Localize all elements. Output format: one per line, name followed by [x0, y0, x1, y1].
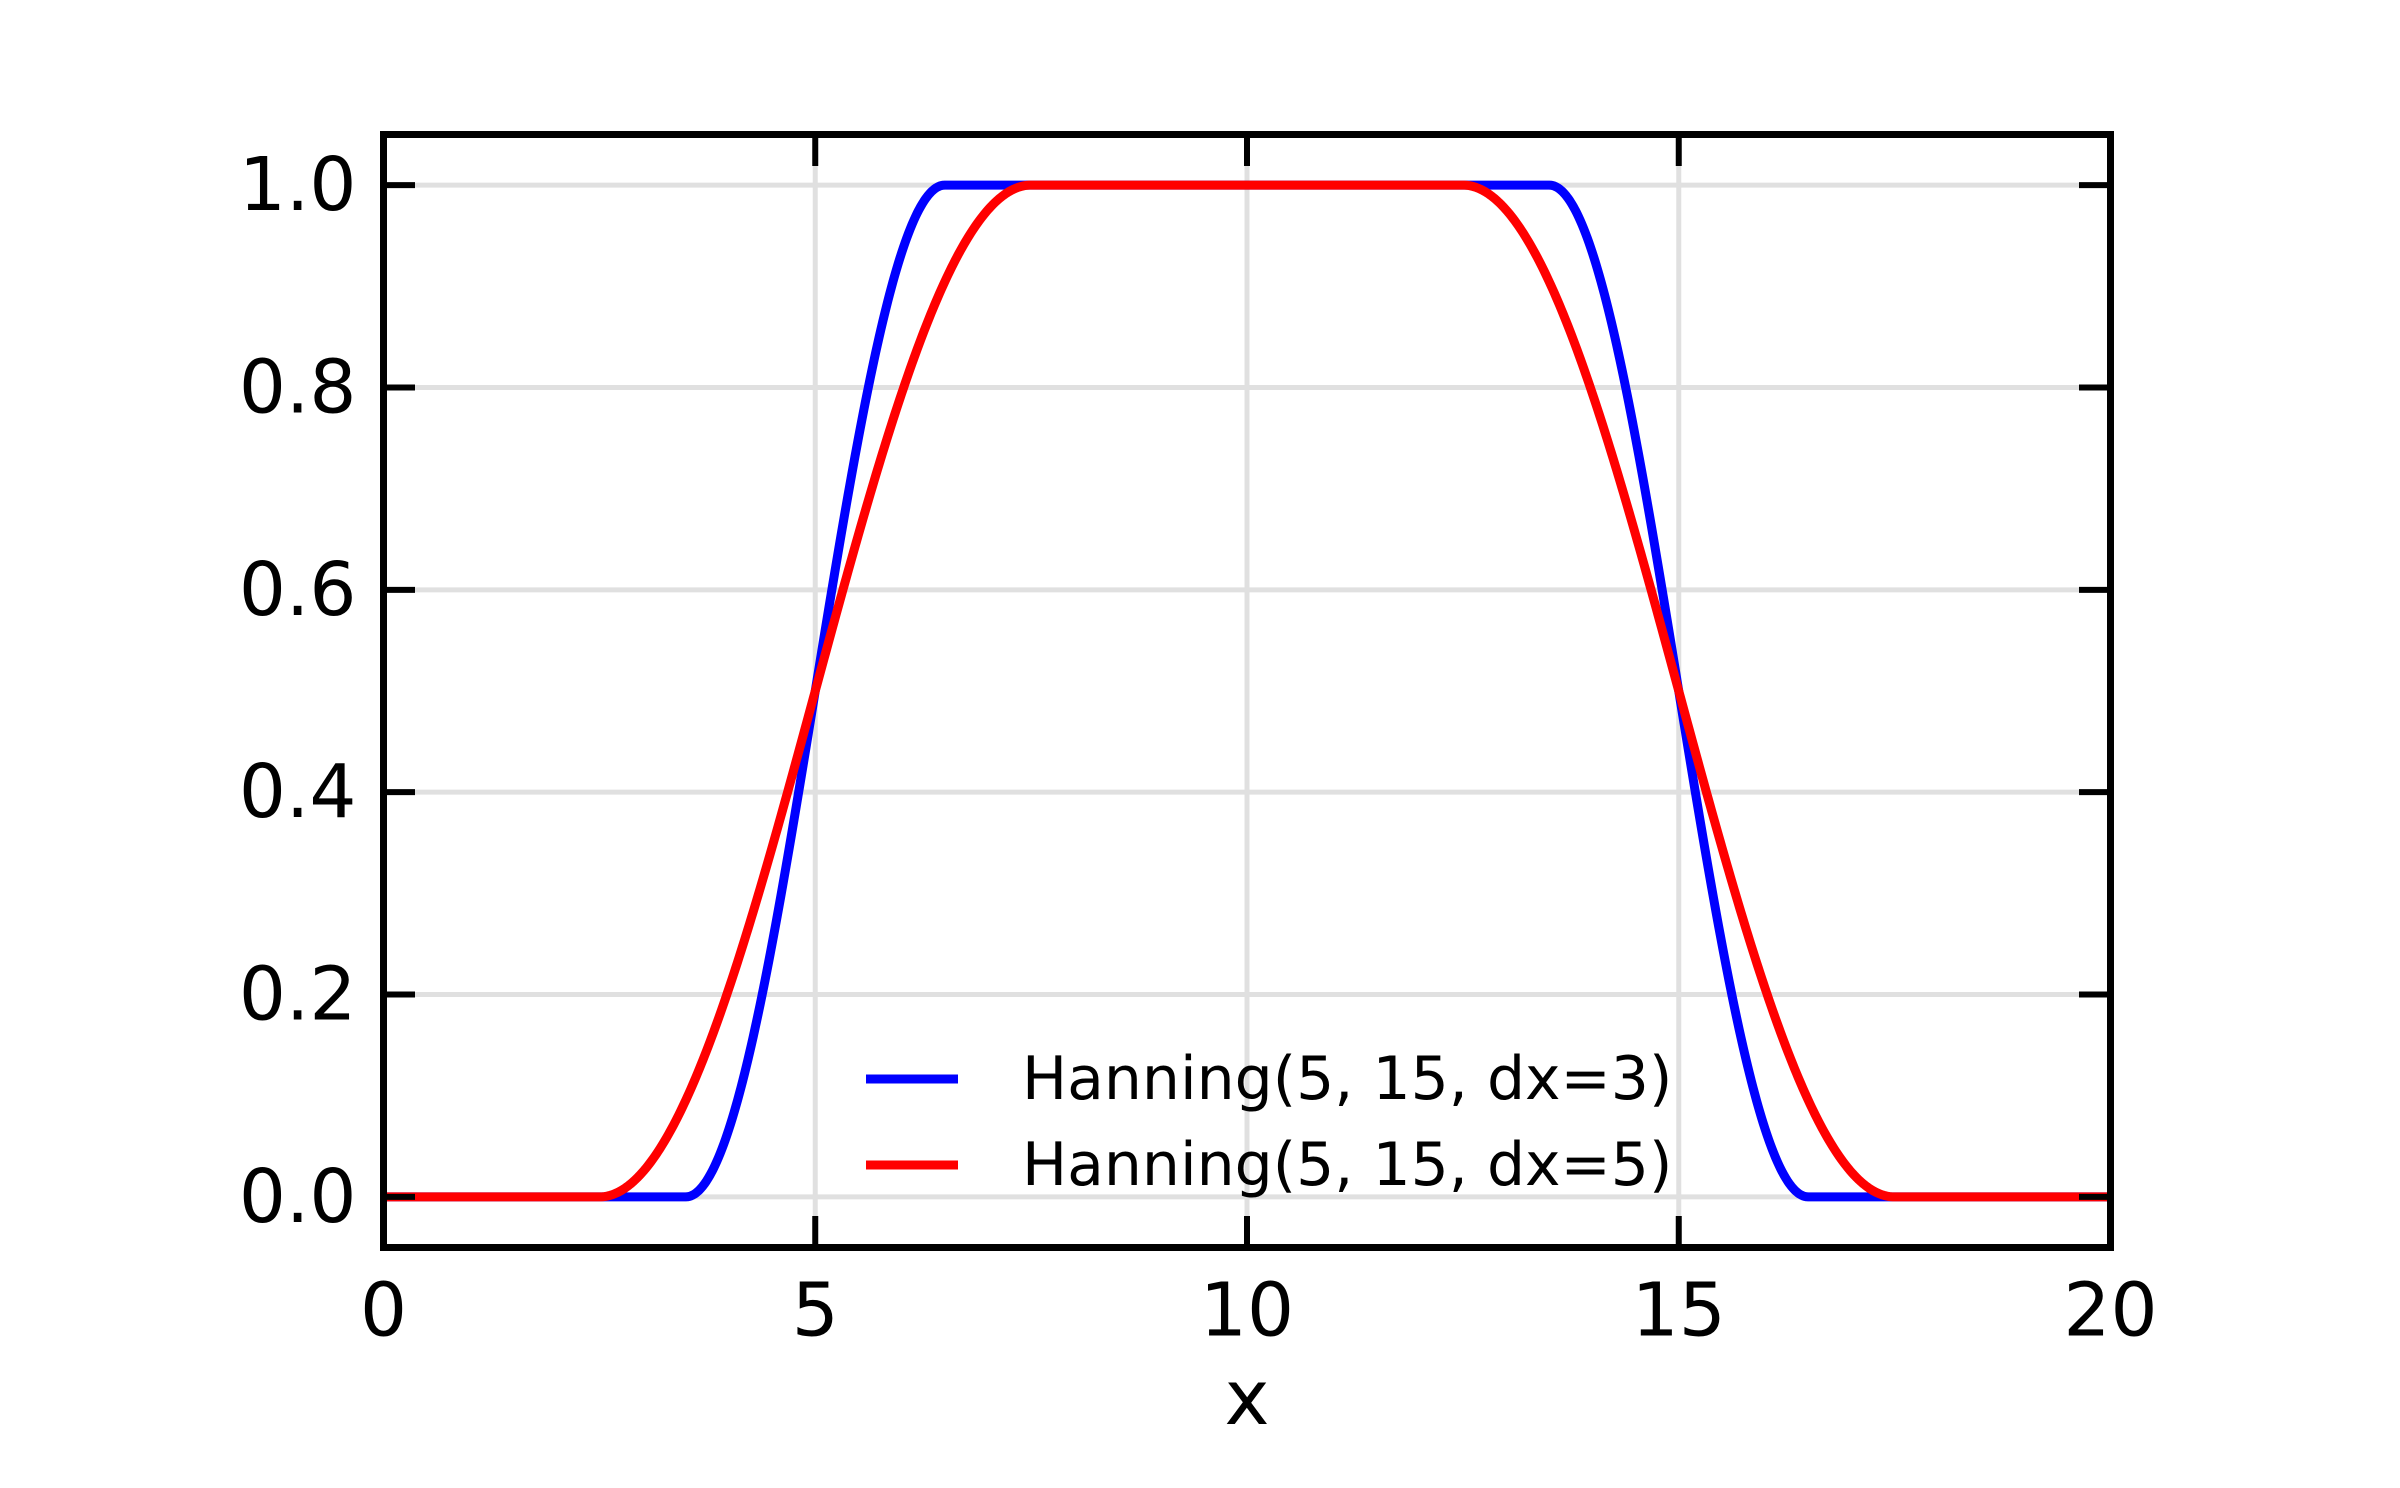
- curve-hanning-5-15-dx-5-: [380, 180, 2114, 1202]
- y-tick-label: 0.4: [239, 749, 357, 835]
- legend-label: Hanning(5, 15, dx=3): [1022, 1044, 1672, 1114]
- x-tick-label: 0: [360, 1268, 407, 1354]
- x-tick-label: 10: [1200, 1268, 1294, 1354]
- legend-label: Hanning(5, 15, dx=5): [1022, 1130, 1672, 1200]
- x-tick-label: 20: [2063, 1268, 2157, 1354]
- y-tick-label: 0.6: [239, 547, 357, 633]
- y-tick-label: 1.0: [239, 142, 357, 228]
- y-tick-label: 0.0: [239, 1154, 357, 1240]
- y-tick-label: 0.2: [239, 952, 357, 1038]
- x-axis-label: x: [1225, 1353, 1270, 1442]
- x-tick-label: 15: [1632, 1268, 1726, 1354]
- y-tick-label: 0.8: [239, 344, 357, 430]
- plot-border: [380, 131, 2114, 1251]
- x-tick-label: 5: [792, 1268, 839, 1354]
